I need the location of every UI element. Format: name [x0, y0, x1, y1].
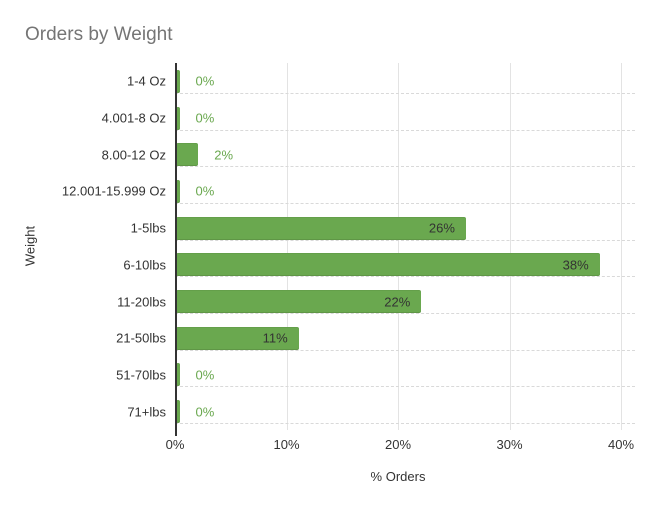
bar-baseline-dash — [175, 239, 635, 241]
category-label: 21-50lbs — [116, 330, 166, 346]
bar-baseline-dash — [175, 92, 635, 94]
gridline-30% — [509, 63, 511, 430]
category-label: 11-20lbs — [117, 294, 166, 310]
bar-baseline-dash — [175, 202, 635, 204]
value-label: 38% — [562, 257, 589, 273]
bar[interactable] — [176, 69, 180, 93]
x-tick-label: 20% — [384, 437, 412, 452]
bar-baseline-dash — [175, 313, 635, 315]
bar-baseline-dash — [175, 423, 635, 425]
x-tick-label: 0% — [165, 437, 185, 452]
bar-row: 1-4 Oz 0% — [127, 63, 635, 100]
bar-row: 11-20lbs 22% — [117, 283, 635, 320]
bar-baseline-dash — [175, 386, 635, 388]
bar-baseline-dash — [175, 166, 635, 168]
y-axis-line — [175, 63, 177, 436]
value-label: 0% — [195, 404, 215, 420]
gridline-40% — [621, 63, 622, 430]
bar[interactable] — [176, 143, 199, 167]
bar[interactable] — [176, 400, 180, 424]
bar[interactable] — [176, 179, 180, 203]
bar-baseline-dash — [175, 129, 635, 131]
x-tick-label: 40% — [607, 437, 635, 452]
value-label: 22% — [384, 294, 411, 310]
x-tick-label: 30% — [496, 437, 523, 452]
category-label: 8.00-12 Oz — [101, 147, 166, 163]
bar-row: 6-10lbs 38% — [123, 247, 635, 284]
category-label: 1-5lbs — [130, 220, 166, 236]
x-tick-label: 10% — [273, 437, 300, 452]
value-label: 2% — [214, 147, 234, 163]
value-label: 11% — [262, 330, 288, 346]
value-label: 26% — [428, 220, 455, 236]
value-label: 0% — [195, 183, 215, 199]
value-label: 0% — [195, 367, 215, 383]
plot-area: 1-4 Oz 0% 4.001-8 Oz 0% 8.00-12 Oz 2% 12.001-1… — [62, 63, 635, 436]
bar[interactable] — [176, 253, 600, 277]
bar[interactable] — [176, 326, 299, 350]
category-label: 1-4 Oz — [126, 73, 166, 89]
bar[interactable] — [176, 216, 466, 240]
bar-baseline-dash — [175, 349, 635, 351]
category-label: 51-70lbs — [116, 367, 166, 383]
category-label: 12.001-15.999 Oz — [61, 183, 166, 199]
bar-row: 21-50lbs 11% — [116, 320, 635, 357]
bar-row: 8.00-12 Oz 2% — [102, 136, 635, 173]
gridline-10% — [286, 63, 288, 430]
bar-baseline-dash — [175, 276, 635, 278]
chart-title: Orders by Weight — [25, 24, 173, 45]
category-label: 6-10lbs — [123, 257, 166, 273]
bar[interactable] — [176, 106, 180, 130]
value-label: 0% — [195, 110, 215, 126]
y-axis-title: Weight — [22, 225, 38, 267]
bar-row: 12.001-15.999 Oz 0% — [62, 173, 635, 210]
x-axis-title: % Orders — [370, 469, 426, 484]
gridline-20% — [398, 63, 399, 430]
bar-row: 71+lbs 0% — [127, 393, 635, 430]
bar-row: 1-5lbs 26% — [131, 210, 635, 247]
category-label: 71+lbs — [127, 404, 166, 420]
bar[interactable] — [176, 290, 422, 314]
bar[interactable] — [176, 363, 180, 387]
category-label: 4.001-8 Oz — [101, 110, 166, 126]
value-label: 0% — [195, 73, 215, 89]
bar-row: 51-70lbs 0% — [116, 357, 635, 394]
bar-row: 4.001-8 Oz 0% — [102, 100, 635, 137]
